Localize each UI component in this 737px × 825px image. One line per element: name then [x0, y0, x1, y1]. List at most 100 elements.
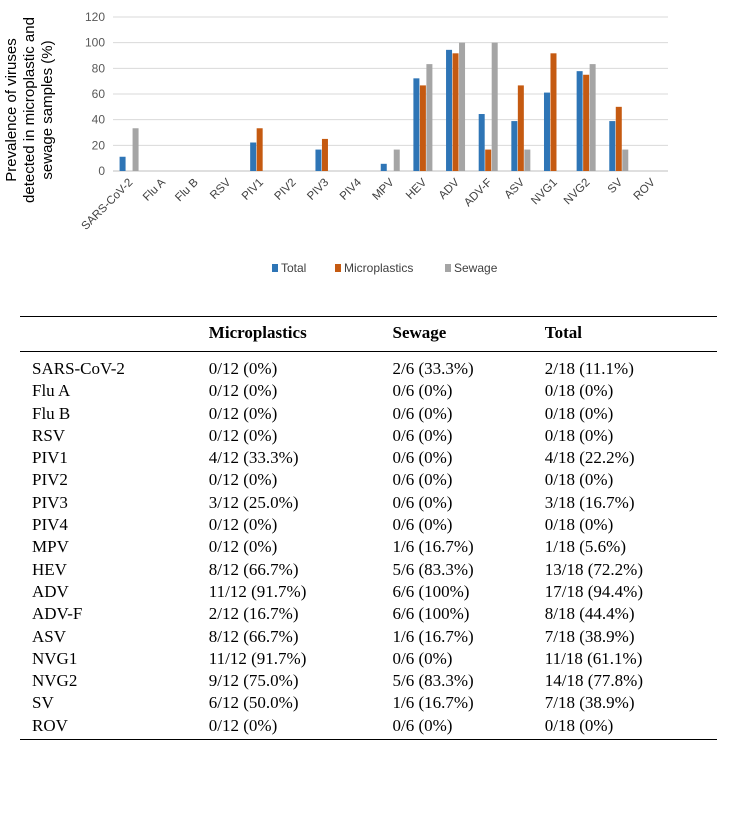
cell-microplastics: 11/12 (91.7%) [208, 581, 307, 601]
cell-sewage: 0/6 (0%) [392, 448, 453, 468]
cell-sewage: 0/6 (0%) [392, 714, 545, 741]
header-sewage: Sewage [392, 316, 545, 352]
cell-microplastics: 2/12 (16.7%) [208, 604, 299, 624]
x-tick-label: NVG1 [529, 177, 560, 208]
cell-microplastics: 8/12 (66.7%) [208, 559, 299, 579]
cell-microplastics: 0/12 (0%) [208, 537, 278, 557]
bar-total [380, 163, 387, 171]
header-microplastics: Microplastics [208, 316, 393, 352]
table-row: PIV1 4/12 (33.3%) 0/6 (0%) 4/18 (22.2%) [20, 447, 717, 469]
table-row: RSV 0/12 (0%) 0/6 (0%) 0/18 (0%) [20, 425, 717, 447]
cell-virus: SARS-CoV-2 [32, 359, 125, 378]
table-row: NVG1 11/12 (91.7%) 0/6 (0%) 11/18 (61.1%) [20, 648, 717, 670]
cell-sewage: 0/6 (0%) [392, 381, 453, 401]
cell-microplastics: 0/12 (0%) [208, 359, 278, 378]
cell-total: 3/18 (16.7%) [544, 492, 635, 512]
bar-sewage [524, 149, 531, 171]
bar-total [576, 71, 583, 171]
cell-virus: PIV4 [32, 515, 68, 535]
table-row: SARS-CoV-2 0/12 (0%) 2/6 (33.3%) 2/18 (11.1… [20, 352, 717, 381]
cell-total: 7/18 (38.9%) [544, 693, 635, 713]
y-tick-label: 60 [92, 87, 106, 101]
cell-total: 1/18 (5.6%) [544, 537, 627, 557]
x-tick-label: MPV [371, 176, 397, 202]
cell-sewage: 1/6 (16.7%) [392, 626, 474, 646]
prevalence-bar-chart: 0 20 40 60 80 100 120 SARS-CoV-2 Flu A Flu B RSV PI… [0, 0, 737, 300]
table-row: Flu B 0/12 (0%) 0/6 (0%) 0/18 (0%) [20, 403, 717, 425]
cell-sewage: 0/6 (0%) [392, 492, 453, 512]
cell-microplastics: 0/12 (0%) [208, 714, 393, 741]
y-tick-label: 0 [98, 164, 105, 178]
cell-microplastics: 0/12 (0%) [208, 381, 278, 401]
prevalence-table: Microplastics Sewage Total SARS-CoV-2 0/1… [20, 316, 717, 741]
bar-microplastics [615, 106, 622, 171]
cell-virus: PIV2 [32, 470, 68, 490]
bar-sewage [491, 42, 498, 171]
cell-sewage: 1/6 (16.7%) [392, 537, 474, 557]
bar-microplastics [452, 53, 459, 172]
x-tick-label: Flu A [141, 176, 168, 203]
bar-total [478, 114, 485, 171]
x-tick-label: PIV1 [240, 177, 266, 203]
cell-sewage: 6/6 (100%) [392, 581, 470, 601]
table-row: ASV 8/12 (66.7%) 1/6 (16.7%) 7/18 (38.9%) [20, 626, 717, 648]
y-tick-label: 80 [92, 61, 106, 75]
cell-microplastics: 3/12 (25.0%) [208, 492, 299, 512]
cell-sewage: 0/6 (0%) [392, 648, 453, 668]
cell-virus: ASV [32, 626, 67, 646]
bar-sewage [622, 149, 629, 171]
bar-sewage [459, 42, 466, 171]
cell-microplastics: 0/12 (0%) [208, 470, 278, 490]
cell-virus: PIV3 [32, 492, 68, 512]
y-tick-label: 100 [85, 36, 105, 50]
cell-virus: SV [32, 693, 54, 713]
cell-microplastics: 6/12 (50.0%) [208, 693, 299, 713]
cell-virus: ADV [32, 581, 69, 601]
cell-microplastics: 9/12 (75.0%) [208, 671, 299, 691]
x-tick-label: ADV [437, 176, 462, 201]
bar-total [119, 156, 126, 171]
x-tick-label: PIV2 [273, 177, 299, 203]
x-tick-label: Flu B [173, 176, 201, 204]
bar-microplastics [321, 138, 328, 171]
cell-virus: Flu A [32, 381, 71, 401]
cell-microplastics: 0/12 (0%) [208, 403, 278, 423]
cell-virus: NVG1 [32, 648, 78, 668]
cell-total: 0/18 (0%) [544, 425, 614, 445]
bar-sewage [393, 149, 400, 171]
bar-total [413, 78, 420, 171]
cell-virus: NVG2 [32, 671, 78, 691]
y-axis-label: Prevalence of viruses [3, 38, 20, 181]
cell-microplastics: 4/12 (33.3%) [208, 448, 299, 468]
cell-virus: ADV-F [32, 604, 83, 624]
x-tick-label: PIV3 [305, 177, 331, 203]
cell-virus: ROV [20, 714, 209, 741]
prevalence-table-wrap: Microplastics Sewage Total SARS-CoV-2 0/1… [20, 316, 717, 741]
cell-total: 14/18 (77.8%) [544, 671, 644, 691]
cell-total: 8/18 (44.4%) [544, 604, 635, 624]
cell-sewage: 0/6 (0%) [392, 425, 453, 445]
cell-total: 13/18 (72.2%) [544, 559, 644, 579]
cell-sewage: 5/6 (83.3%) [392, 671, 474, 691]
bar-total [250, 142, 257, 171]
bar-microplastics [583, 74, 590, 171]
table-row: ADV 11/12 (91.7%) 6/6 (100%) 17/18 (94.4%) [20, 581, 717, 603]
bar-sewage [426, 64, 433, 171]
cell-sewage: 0/6 (0%) [392, 403, 453, 423]
table-row: PIV2 0/12 (0%) 0/6 (0%) 0/18 (0%) [20, 469, 717, 491]
table-row: PIV3 3/12 (25.0%) 0/6 (0%) 3/18 (16.7%) [20, 492, 717, 514]
cell-total: 4/18 (22.2%) [544, 448, 635, 468]
x-tick-label: RSV [208, 176, 233, 201]
cell-microplastics: 0/12 (0%) [208, 425, 278, 445]
cell-virus: Flu B [32, 403, 71, 423]
cell-sewage: 1/6 (16.7%) [392, 693, 474, 713]
cell-microplastics: 0/12 (0%) [208, 515, 278, 535]
bar-microplastics [256, 128, 263, 171]
cell-total: 2/18 (11.1%) [544, 359, 634, 378]
cell-sewage: 6/6 (100%) [392, 604, 470, 624]
legend-label: Sewage [454, 261, 498, 275]
chart-svg: 0 20 40 60 80 100 120 SARS-CoV-2 Flu A Flu B RSV PI… [3, 10, 668, 275]
cell-sewage: 0/6 (0%) [392, 515, 453, 535]
cell-total: 11/18 (61.1%) [544, 648, 643, 668]
cell-sewage: 0/6 (0%) [392, 470, 453, 490]
